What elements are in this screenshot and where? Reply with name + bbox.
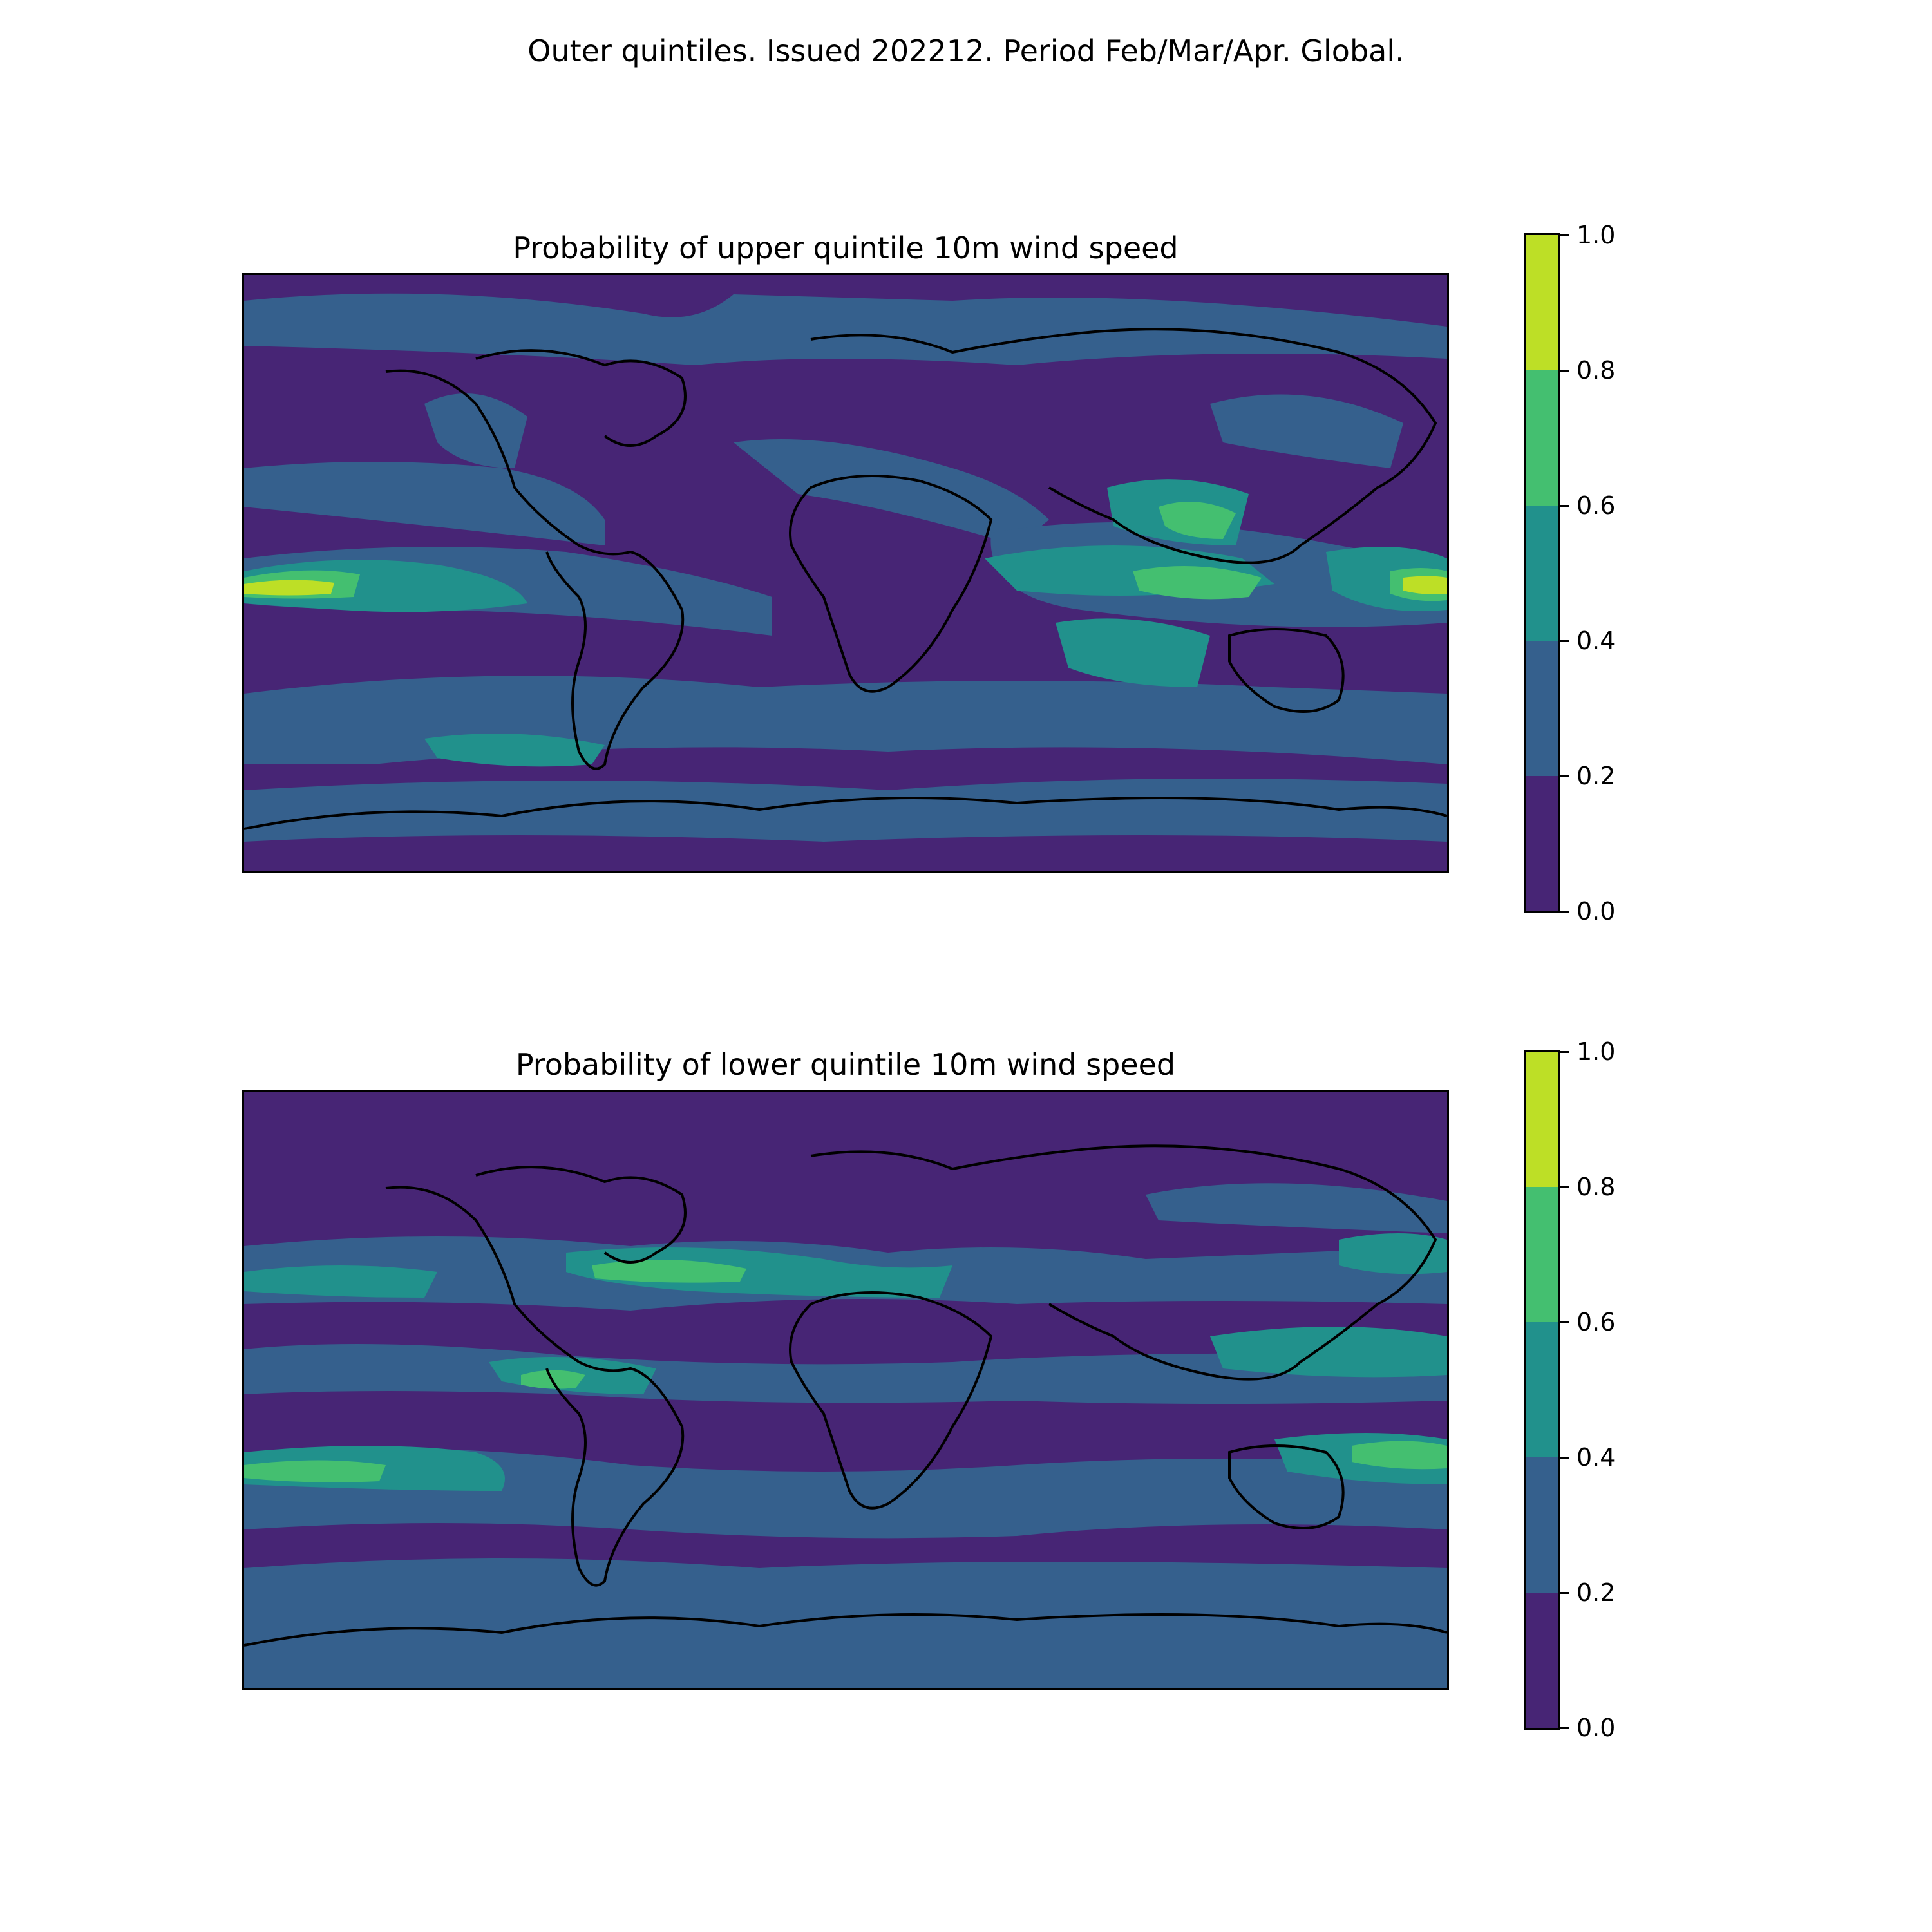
colorbar-tick [1560,911,1569,913]
colorbar-tick-label: 0.2 [1577,762,1616,790]
colorbar-tick [1560,1051,1569,1053]
figure-title: Outer quintiles. Issued 202212. Period F… [527,33,1405,68]
colorbar-tick-label: 0.6 [1577,491,1616,520]
lower-quintile-colorbar [1524,1050,1560,1730]
colorbar-tick [1560,370,1569,372]
colorbar-band [1526,370,1558,506]
colorbar-tick [1560,1592,1569,1594]
colorbar-tick-label: 0.8 [1577,356,1616,384]
colorbar-band [1526,235,1558,370]
coastlines [244,1144,1447,1647]
upper-quintile-panel-title: Probability of upper quintile 10m wind s… [513,231,1179,265]
colorbar-tick-label: 1.0 [1577,1037,1616,1066]
colorbar-band [1526,1187,1558,1322]
upper-quintile-map [242,273,1449,873]
colorbar-band [1526,1457,1558,1593]
colorbar-tick-label: 1.0 [1577,221,1616,249]
colorbar-tick-label: 0.0 [1577,897,1616,925]
colorbar-tick [1560,1727,1569,1729]
colorbar-tick [1560,775,1569,777]
lower-quintile-map [242,1090,1449,1690]
colorbar-tick [1560,234,1569,236]
colorbar-band [1526,1052,1558,1187]
colorbar-tick [1560,1186,1569,1188]
level-0.2-0.4-regions [244,1183,1447,1688]
colorbar-tick-label: 0.0 [1577,1714,1616,1742]
colorbar-tick-label: 0.4 [1577,627,1616,655]
level-0.8-1.0-regions [244,576,1447,596]
upper-quintile-colorbar [1524,233,1560,913]
colorbar-tick [1560,1457,1569,1459]
level-0.6-0.8-regions [244,502,1447,601]
colorbar-band [1526,776,1558,911]
colorbar-tick-label: 0.4 [1577,1443,1616,1472]
colorbar-tick [1560,505,1569,507]
colorbar-tick-label: 0.6 [1577,1308,1616,1336]
level-0.6-0.8-regions [244,1260,1447,1482]
colorbar-tick-label: 0.8 [1577,1173,1616,1201]
colorbar-band [1526,1593,1558,1728]
lower-quintile-panel-title: Probability of lower quintile 10m wind s… [515,1047,1176,1082]
colorbar-tick [1560,1321,1569,1323]
colorbar-tick [1560,640,1569,642]
lower-quintile-map-svg [244,1092,1447,1688]
colorbar-band [1526,506,1558,641]
colorbar-band [1526,641,1558,776]
colorbar-band [1526,1322,1558,1457]
coastlines [244,328,1447,830]
upper-quintile-map-svg [244,275,1447,871]
colorbar-tick-label: 0.2 [1577,1578,1616,1607]
